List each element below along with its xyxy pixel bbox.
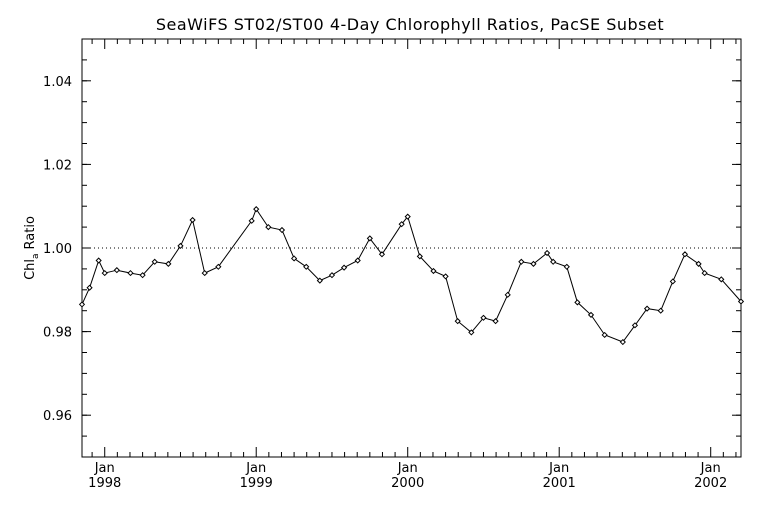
x-tick-label-year: 1998 bbox=[88, 476, 121, 491]
data-point bbox=[681, 251, 689, 258]
data-point bbox=[303, 263, 310, 270]
data-point bbox=[316, 277, 323, 284]
data-point bbox=[442, 273, 449, 280]
y-tick-label: 1.04 bbox=[43, 75, 72, 90]
data-point bbox=[657, 307, 664, 314]
data-point bbox=[165, 260, 172, 267]
y-tick-label: 0.96 bbox=[43, 409, 72, 424]
x-tick-label-year: 2001 bbox=[543, 476, 576, 491]
data-point bbox=[631, 322, 639, 329]
data-point bbox=[290, 255, 298, 262]
data-point bbox=[189, 216, 196, 224]
data-point bbox=[328, 272, 336, 279]
data-point bbox=[253, 206, 260, 213]
data-point bbox=[101, 269, 108, 277]
series-line-chlorophyll-ratio bbox=[81, 208, 742, 343]
data-point bbox=[366, 235, 373, 242]
data-point bbox=[201, 269, 208, 277]
data-point bbox=[416, 253, 423, 260]
y-axis-label-suffix: Ratio bbox=[23, 216, 38, 249]
data-point bbox=[543, 249, 551, 257]
data-point bbox=[480, 314, 487, 321]
data-point bbox=[587, 311, 595, 318]
x-tick-label-year: 2002 bbox=[694, 476, 727, 491]
data-point bbox=[563, 263, 570, 270]
data-point bbox=[492, 318, 499, 325]
x-tick-label-year: 2000 bbox=[391, 476, 424, 491]
data-point bbox=[215, 263, 222, 270]
data-point bbox=[177, 242, 184, 250]
data-point bbox=[95, 257, 102, 264]
series-markers bbox=[78, 206, 745, 346]
data-point bbox=[86, 284, 93, 291]
data-point bbox=[454, 318, 461, 325]
data-point bbox=[248, 217, 255, 224]
chart-title: SeaWiFS ST02/ST00 4-Day Chlorophyll Rati… bbox=[156, 15, 664, 34]
y-tick-label: 1.02 bbox=[43, 158, 72, 173]
x-tick-label-month: Jan bbox=[94, 461, 115, 476]
data-point bbox=[340, 264, 348, 271]
data-point bbox=[139, 272, 146, 279]
data-point bbox=[669, 278, 676, 285]
data-point bbox=[127, 269, 134, 277]
data-point bbox=[430, 267, 437, 275]
data-point bbox=[701, 269, 708, 277]
x-tick-label-month: Jan bbox=[397, 461, 418, 476]
data-point bbox=[378, 251, 386, 258]
data-point bbox=[404, 213, 411, 220]
data-point bbox=[504, 291, 511, 298]
data-point bbox=[151, 258, 158, 265]
data-point bbox=[695, 260, 702, 267]
data-point bbox=[265, 223, 272, 231]
data-point bbox=[518, 258, 525, 265]
data-point bbox=[737, 298, 745, 305]
y-axis-label-prefix: Chl bbox=[23, 259, 38, 280]
data-point bbox=[718, 276, 725, 283]
y-tick-labels: 0.96 0.98 1.00 1.02 1.04 bbox=[43, 75, 72, 424]
y-axis-label: Chla Ratio bbox=[23, 216, 41, 280]
data-point bbox=[601, 331, 608, 339]
y-axis-label-subscript: a bbox=[31, 253, 41, 259]
data-point bbox=[619, 338, 626, 346]
data-point bbox=[113, 267, 120, 274]
data-point bbox=[78, 301, 86, 308]
data-point bbox=[354, 257, 361, 264]
y-tick-label: 1.00 bbox=[43, 242, 72, 257]
x-tick-label-year: 1999 bbox=[240, 476, 273, 491]
x-tick-label-month: Jan bbox=[245, 461, 266, 476]
data-point bbox=[643, 305, 651, 312]
data-point bbox=[278, 226, 286, 234]
data-point bbox=[468, 329, 475, 336]
major-ticks bbox=[82, 39, 741, 457]
y-tick-label: 0.98 bbox=[43, 326, 72, 341]
x-tick-label-month: Jan bbox=[700, 461, 721, 476]
data-point bbox=[574, 299, 581, 306]
data-point bbox=[398, 221, 405, 228]
x-tick-label-month: Jan bbox=[548, 461, 569, 476]
data-point bbox=[550, 258, 557, 265]
data-point bbox=[530, 260, 537, 267]
